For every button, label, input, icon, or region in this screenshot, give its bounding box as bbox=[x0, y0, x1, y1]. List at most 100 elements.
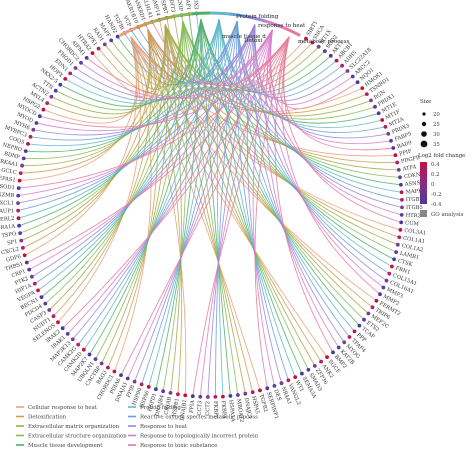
gene-label-fabp5: FABP5 bbox=[394, 131, 412, 142]
gene-dot-tfap4 bbox=[347, 335, 352, 339]
chord-thbs1 bbox=[26, 36, 290, 263]
gene-label-fkbp4: FKBP4 bbox=[220, 400, 227, 419]
chord-ppp bbox=[218, 19, 355, 332]
gene-dot-hand2 bbox=[115, 34, 120, 39]
gene-dot-fkbp4 bbox=[221, 394, 225, 399]
gene-dot-camk2d bbox=[81, 347, 86, 352]
chord-htra2 bbox=[92, 36, 147, 97]
gene-label-ttn: TTN bbox=[41, 79, 54, 91]
gene-label-lamb1: LAMB1 bbox=[399, 251, 419, 262]
chord-fkbp4 bbox=[216, 19, 224, 397]
gene-dot-tspo bbox=[18, 231, 22, 236]
gene-label-ppif: PPIF bbox=[399, 148, 413, 157]
size-legend-dot-25 bbox=[421, 121, 427, 127]
gene-dot-myocd bbox=[37, 114, 42, 119]
chord-fkbp5 bbox=[214, 20, 238, 397]
chord-crp1 bbox=[28, 29, 273, 270]
chord-vegfa bbox=[37, 19, 220, 291]
gene-dot-selenos bbox=[56, 320, 60, 325]
gene-dot-ppp bbox=[352, 329, 357, 334]
gene-label-mmp14: MMP14 bbox=[150, 0, 161, 17]
gene-dot-nudt1 bbox=[51, 314, 56, 319]
chord-hspa6 bbox=[148, 19, 220, 388]
gene-dot-casp3 bbox=[47, 308, 52, 312]
gene-dot-pdcd4 bbox=[43, 301, 48, 306]
gene-label-tgfb2: TGFB2 bbox=[258, 394, 269, 413]
gene-dot-prdx3 bbox=[386, 131, 391, 136]
gene-label-cct2: CCT2 bbox=[205, 401, 211, 416]
gene-dot-hspd1 bbox=[154, 387, 158, 392]
chord-casp3 bbox=[48, 24, 166, 311]
gene-label-coq5: COQ5 bbox=[8, 135, 25, 146]
chord-ubqln1 bbox=[95, 20, 184, 360]
chord-dnajc1 bbox=[164, 24, 246, 394]
gene-dot-zfp36 bbox=[312, 364, 317, 368]
gene-dot-gpx1 bbox=[96, 46, 101, 51]
gene-dot-abcc2 bbox=[350, 74, 355, 79]
gene-dot-fkbp5 bbox=[213, 395, 218, 399]
gene-dot-hopx bbox=[63, 77, 68, 81]
term-arc-label-detoxi: Detoxi bbox=[244, 38, 263, 44]
gene-dot-ppib bbox=[132, 379, 137, 384]
size-legend-title: Size bbox=[420, 99, 431, 105]
gene-dot-lamb1 bbox=[394, 250, 398, 255]
chord-mmp14 bbox=[130, 19, 169, 86]
gene-dot-ubqln1 bbox=[93, 357, 98, 361]
gene-label-ppia: PPIA bbox=[189, 400, 196, 414]
term-arc-label-response-to-heat: response to heat bbox=[258, 23, 306, 29]
chord-cxcl2 bbox=[22, 29, 150, 249]
gene-label-col1a2: COL1A2 bbox=[401, 243, 424, 253]
chord-sod1 bbox=[18, 36, 290, 189]
gene-label-myh6: MYH6 bbox=[13, 120, 31, 132]
chord-vcp bbox=[130, 20, 238, 84]
gene-label-atf4: ATF4 bbox=[401, 164, 417, 173]
chord-rad1 bbox=[104, 24, 169, 90]
term-arc-detoxification bbox=[136, 19, 155, 29]
gene-dot-hspb1 bbox=[176, 392, 180, 397]
gene-dot-hsp90 bbox=[139, 382, 144, 387]
chord-pdia6 bbox=[120, 36, 290, 376]
color-legend-tick-0: 0.4 bbox=[431, 162, 440, 168]
term-legend: Cellular response to heat Detoxification E… bbox=[16, 405, 259, 449]
gene-label-cdkn1a: CDKN1A bbox=[404, 171, 428, 180]
chord-klhl41 bbox=[151, 21, 290, 87]
gene-label-col3a1: COL3A1 bbox=[404, 228, 427, 237]
gene-label-prkaa1: PRKAA1 bbox=[0, 158, 19, 168]
gene-label-htr2: HTR2 bbox=[406, 213, 421, 220]
gene-label-ppib: PPIB bbox=[126, 384, 137, 398]
gene-dot-col15a1 bbox=[387, 271, 392, 276]
gene-dot-vangl2 bbox=[286, 378, 291, 383]
chord-trip6 bbox=[147, 29, 373, 308]
gene-dot-myog bbox=[342, 340, 347, 345]
chord-abcc2 bbox=[267, 29, 353, 105]
chord-tcap bbox=[200, 19, 360, 326]
gene-label-vcp: VCP bbox=[121, 14, 132, 28]
chord-map3k13 bbox=[72, 24, 256, 340]
gene-label-bdnf: BDNF bbox=[3, 151, 20, 161]
chord-ddx3 bbox=[196, 13, 220, 78]
gene-dot-kat2b bbox=[336, 345, 341, 350]
chord-des bbox=[252, 29, 275, 387]
gene-dot-abcb1 bbox=[334, 58, 339, 63]
chord-chordc1 bbox=[113, 36, 152, 372]
color-legend-tick-3: -0.2 bbox=[431, 192, 441, 198]
size-legend-value-25: 25 bbox=[433, 122, 440, 128]
size-legend-dot-30 bbox=[421, 131, 427, 137]
gene-dot-adra1a bbox=[17, 223, 21, 228]
gene-dot-maff bbox=[109, 38, 114, 43]
gene-dot-fabp5 bbox=[389, 138, 393, 143]
gene-dot-prdx1 bbox=[373, 104, 377, 109]
chord-col16a1 bbox=[254, 24, 387, 281]
gene-dot-nr4a1 bbox=[279, 381, 284, 386]
gene-dot-sirt1 bbox=[304, 36, 308, 41]
chord-camk2d bbox=[83, 19, 220, 350]
gene-dot-smad3 bbox=[306, 367, 311, 372]
chord-hand2 bbox=[117, 19, 202, 86]
gene-dot-bdnf bbox=[21, 156, 26, 161]
gene-label-derl2: DERL2 bbox=[0, 216, 15, 223]
size-legend-dot-20 bbox=[422, 112, 426, 116]
gene-label-itgb3: ITGB3 bbox=[406, 197, 423, 203]
gene-dot-mt1f bbox=[380, 118, 385, 122]
gene-label-nepro: NEPRO bbox=[2, 142, 23, 153]
gene-label-wt1: WT1 bbox=[294, 379, 305, 393]
